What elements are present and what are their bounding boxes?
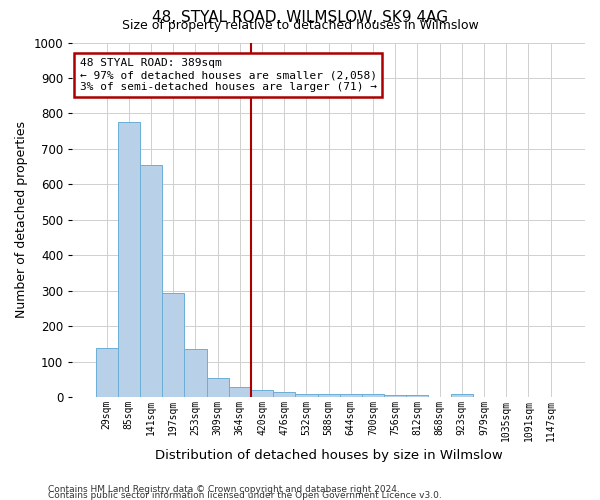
Bar — [362, 394, 384, 398]
Bar — [317, 394, 340, 398]
Bar — [229, 386, 251, 398]
Bar — [140, 165, 162, 398]
X-axis label: Distribution of detached houses by size in Wilmslow: Distribution of detached houses by size … — [155, 450, 502, 462]
Bar — [340, 394, 362, 398]
Text: 48 STYAL ROAD: 389sqm
← 97% of detached houses are smaller (2,058)
3% of semi-de: 48 STYAL ROAD: 389sqm ← 97% of detached … — [80, 58, 377, 92]
Text: Contains public sector information licensed under the Open Government Licence v3: Contains public sector information licen… — [48, 490, 442, 500]
Bar — [384, 395, 406, 398]
Bar — [295, 394, 317, 398]
Bar — [451, 394, 473, 398]
Y-axis label: Number of detached properties: Number of detached properties — [15, 122, 28, 318]
Bar — [406, 395, 428, 398]
Text: Size of property relative to detached houses in Wilmslow: Size of property relative to detached ho… — [122, 19, 478, 32]
Bar — [184, 350, 206, 398]
Bar — [273, 392, 295, 398]
Bar — [206, 378, 229, 398]
Bar — [162, 292, 184, 398]
Text: 48, STYAL ROAD, WILMSLOW, SK9 4AG: 48, STYAL ROAD, WILMSLOW, SK9 4AG — [152, 10, 448, 25]
Text: Contains HM Land Registry data © Crown copyright and database right 2024.: Contains HM Land Registry data © Crown c… — [48, 485, 400, 494]
Bar — [251, 390, 273, 398]
Bar — [95, 348, 118, 398]
Bar — [118, 122, 140, 398]
